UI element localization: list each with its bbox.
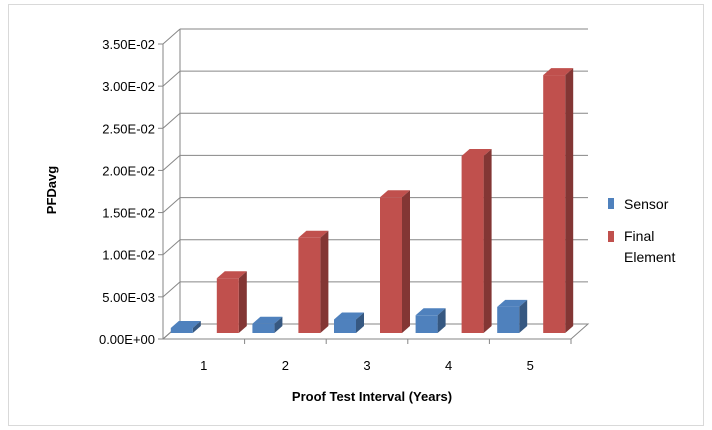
x-tick-label: 2 <box>282 358 289 373</box>
y-tick-label: 3.00E-02 <box>102 79 155 94</box>
bar-side <box>238 271 247 333</box>
bar-side <box>437 308 446 333</box>
bar-final-element-4 <box>461 156 484 333</box>
y-tick-label: 2.00E-02 <box>102 163 155 178</box>
bar-top <box>380 190 410 198</box>
legend-label-sensor: Sensor <box>624 196 669 212</box>
label-layer: 0.00E+00 5.00E-03 1.00E-02 1.50E-02 2.00E-02… <box>99 37 534 373</box>
legend-label-final: Final <box>624 228 654 244</box>
bar-side <box>565 68 574 333</box>
gridline-side <box>162 197 181 213</box>
bar-side <box>356 312 364 333</box>
bar-sensor-1 <box>170 327 193 333</box>
legend-swatch-final-element <box>608 231 614 242</box>
bar-top <box>461 149 492 156</box>
y-tick-label: 5.00E-03 <box>102 290 155 305</box>
x-tick-label: 4 <box>445 358 452 373</box>
bar-top <box>334 312 364 320</box>
x-tick-label: 5 <box>527 358 534 373</box>
bar-sensor-3 <box>334 319 356 333</box>
bar-top <box>497 299 528 307</box>
x-axis-title: Proof Test Interval (Years) <box>292 389 452 404</box>
gridline-side <box>162 155 181 171</box>
gridline-side <box>162 112 181 129</box>
bar-side <box>274 316 283 333</box>
y-tick-label: 3.50E-02 <box>102 37 155 52</box>
bar-top <box>252 316 283 324</box>
gridline-side <box>162 281 181 298</box>
bar-final-element-2 <box>298 237 321 333</box>
bar-final-element-3 <box>380 197 402 333</box>
gridline-side <box>162 28 181 45</box>
y-axis-title: PFDavg <box>44 166 59 214</box>
bar-side <box>483 149 492 333</box>
gridline-side <box>162 70 181 87</box>
bar-sensor-4 <box>415 315 438 333</box>
y-tick-label: 0.00E+00 <box>99 332 155 347</box>
bar-top <box>216 271 247 279</box>
bar-final-element-1 <box>216 278 239 333</box>
bar-side <box>320 230 329 333</box>
x-tick-label: 3 <box>363 358 370 373</box>
bar-top <box>415 308 446 316</box>
gridline-side <box>162 239 181 256</box>
bar-final-element-5 <box>543 75 566 333</box>
bar-side <box>402 190 410 333</box>
bar-layer <box>170 68 574 333</box>
legend: Sensor Final Element <box>608 196 675 265</box>
chart-area <box>8 4 704 426</box>
y-tick-label: 1.50E-02 <box>102 206 155 221</box>
y-tick-label: 2.50E-02 <box>102 121 155 136</box>
legend-label-element: Element <box>624 249 675 265</box>
bar-top <box>298 230 329 238</box>
bar-sensor-2 <box>252 323 275 333</box>
x-tick-label: 1 <box>200 358 207 373</box>
bar-top <box>543 68 574 76</box>
legend-swatch-sensor <box>608 198 614 209</box>
bar-side <box>192 320 201 333</box>
bar-side <box>519 299 528 333</box>
bar-sensor-5 <box>497 306 520 333</box>
y-tick-label: 1.00E-02 <box>102 248 155 263</box>
bar-top <box>170 320 201 328</box>
